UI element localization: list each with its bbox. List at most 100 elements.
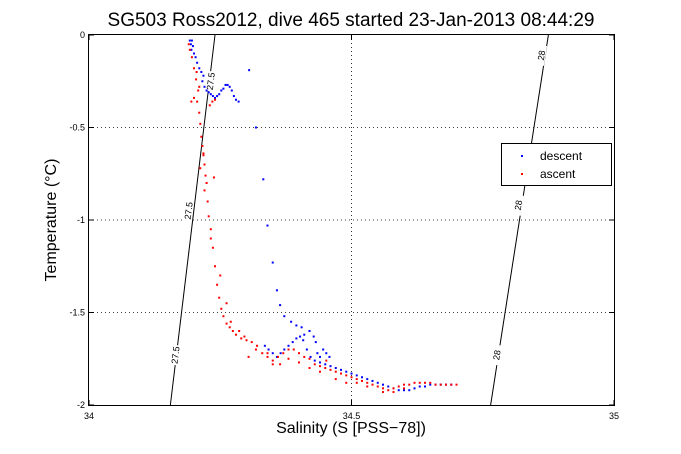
descent-point	[302, 339, 305, 342]
ascent-point	[235, 333, 237, 336]
descent-point	[382, 383, 384, 386]
y-axis-label: Temperature (°C)	[43, 159, 60, 282]
contour-label-bg	[170, 344, 181, 366]
descent-point	[205, 89, 208, 92]
descent-point	[316, 352, 319, 355]
x-axis: 34 34.5 35	[84, 35, 619, 421]
descent-point	[312, 335, 315, 338]
ascent-point	[382, 387, 384, 390]
ascent-point	[212, 176, 215, 179]
descent-point	[290, 320, 293, 323]
ascent-point	[261, 352, 264, 355]
descent-point	[361, 376, 363, 379]
ascent-point	[355, 381, 358, 384]
ascent-point	[418, 381, 421, 384]
ascent-point	[277, 355, 279, 358]
ascent-point	[208, 104, 211, 107]
ascent-point	[211, 246, 214, 249]
contour-label-28: 28	[513, 199, 524, 210]
descent-point	[324, 363, 327, 366]
descent-point	[203, 85, 206, 88]
descent-point	[345, 370, 348, 373]
legend-label-descent: descent	[540, 149, 583, 163]
ascent-point	[387, 389, 390, 392]
descent-point	[188, 39, 191, 42]
descent-point	[313, 359, 316, 362]
ascent-point	[225, 302, 228, 305]
descent-point	[232, 95, 235, 98]
ascent-point	[203, 163, 206, 166]
y-tick-label: -2	[77, 400, 85, 410]
contour-label-27.5: 27.5	[205, 72, 217, 91]
x-tick-label: 34	[84, 411, 94, 421]
ascent-point	[202, 152, 205, 155]
grid	[89, 35, 614, 405]
ascent-point	[334, 378, 337, 381]
descent-point	[218, 93, 221, 96]
ascent-point	[187, 43, 190, 46]
ascent-point	[282, 352, 285, 355]
ascent-point	[188, 48, 191, 51]
descent-point	[355, 374, 358, 377]
ascent-point	[366, 381, 369, 384]
series-ascent	[187, 43, 458, 394]
ascent-point	[345, 374, 348, 377]
descent-point	[300, 326, 303, 329]
ascent-point	[445, 383, 447, 386]
descent-point	[413, 387, 416, 390]
ascent-point	[334, 370, 337, 373]
descent-point	[235, 98, 237, 101]
descent-point	[194, 56, 197, 59]
descent-point	[305, 348, 308, 351]
descent-point	[387, 385, 390, 388]
ascent-point	[198, 85, 201, 88]
ascent-point	[345, 381, 348, 384]
ascent-point	[209, 228, 212, 231]
ascent-point	[308, 367, 311, 369]
descent-point	[340, 368, 342, 371]
ascent-point	[271, 359, 274, 362]
ascent-point	[403, 383, 405, 386]
ascent-point	[266, 352, 269, 355]
ascent-point	[408, 383, 411, 386]
y-tick-label: -0.5	[69, 123, 85, 133]
descent-point	[314, 341, 317, 344]
ascent-point	[190, 100, 193, 103]
ascent-point	[207, 215, 210, 218]
ascent-point	[376, 385, 379, 388]
descent-point	[275, 355, 278, 358]
descent-point	[295, 337, 298, 340]
ascent-point	[196, 100, 199, 103]
descent-point	[308, 330, 311, 332]
legend-marker-descent	[521, 155, 523, 157]
ascent-point	[256, 344, 258, 347]
descent-point	[266, 224, 269, 227]
ascent-point	[271, 363, 274, 366]
ascent-point	[214, 265, 216, 268]
descent-point	[230, 89, 233, 92]
contour-label-27.5: 27.5	[170, 346, 182, 365]
descent-point	[193, 52, 195, 55]
descent-point	[283, 348, 286, 351]
ascent-point	[209, 237, 212, 240]
descent-point	[209, 93, 212, 96]
ascent-point	[292, 348, 295, 351]
ascent-point	[298, 361, 300, 364]
ascent-point	[195, 78, 198, 81]
ascent-point	[231, 330, 234, 332]
descent-point	[189, 43, 192, 46]
descent-point	[309, 355, 312, 358]
descent-point	[196, 61, 199, 64]
y-axis: 0 -0.5 -1 -1.5 -2	[69, 30, 614, 410]
ascent-point	[424, 381, 426, 384]
ascent-point	[439, 383, 442, 386]
ascent-point	[455, 383, 458, 386]
ascent-point	[313, 363, 316, 366]
descent-point	[220, 89, 223, 92]
ascent-point	[199, 122, 202, 125]
descent-point	[271, 261, 274, 264]
descent-point	[279, 352, 282, 355]
descent-point	[303, 333, 306, 336]
descent-point	[329, 365, 332, 368]
ascent-point	[229, 320, 232, 323]
